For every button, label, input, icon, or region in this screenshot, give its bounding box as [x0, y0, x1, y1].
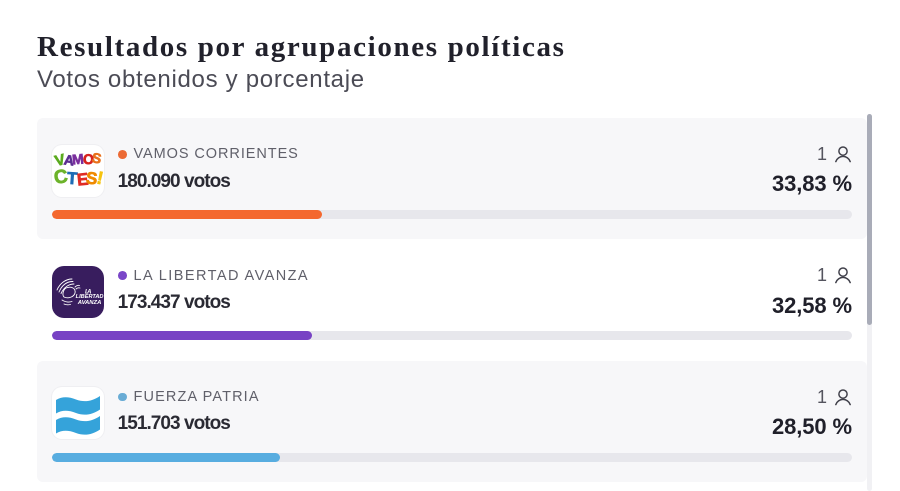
- svg-text:AVANZA: AVANZA: [77, 300, 102, 306]
- svg-text:LIBERTAD: LIBERTAD: [76, 294, 104, 300]
- svg-text:LA: LA: [85, 289, 92, 295]
